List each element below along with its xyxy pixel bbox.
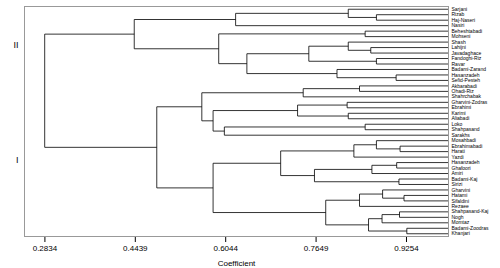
svg-text:Rezaee: Rezaee — [452, 203, 469, 209]
svg-text:Lahijni: Lahijni — [452, 44, 466, 50]
svg-text:Ravar: Ravar — [452, 61, 466, 67]
svg-text:Shahpasand-Kaj: Shahpasand-Kaj — [452, 208, 489, 214]
svg-text:Nogh: Nogh — [452, 214, 464, 220]
svg-text:Loko: Loko — [452, 121, 463, 127]
svg-text:Sifaldini: Sifaldini — [452, 198, 470, 204]
svg-text:0.9254: 0.9254 — [394, 244, 419, 253]
svg-text:Beheshtabadi: Beheshtabadi — [452, 28, 483, 34]
svg-text:Badami-Kaj: Badami-Kaj — [452, 176, 478, 182]
svg-text:Shash: Shash — [452, 39, 466, 45]
svg-text:Badami-Zoodras: Badami-Zoodras — [452, 225, 489, 231]
svg-text:Gharvini-Zodras: Gharvini-Zodras — [452, 99, 488, 105]
svg-text:0.7649: 0.7649 — [304, 244, 329, 253]
svg-text:Fandoghi-Riz: Fandoghi-Riz — [452, 55, 482, 61]
svg-text:Shahpasand: Shahpasand — [452, 126, 480, 132]
svg-text:Rizab: Rizab — [452, 11, 465, 17]
svg-text:Sarakhs: Sarakhs — [452, 132, 471, 138]
svg-text:Sirizi: Sirizi — [452, 181, 463, 187]
svg-text:II: II — [13, 40, 18, 50]
svg-text:Gharvini: Gharvini — [452, 187, 471, 193]
svg-text:Momtaz: Momtaz — [452, 219, 470, 225]
svg-text:Hatami: Hatami — [452, 192, 468, 198]
svg-text:Aliabadi: Aliabadi — [452, 115, 470, 121]
svg-text:Hasanzadeh: Hasanzadeh — [452, 159, 480, 165]
svg-text:0.6044: 0.6044 — [213, 244, 238, 253]
svg-text:Akbarabadi: Akbarabadi — [452, 83, 477, 89]
svg-text:Javadaghace: Javadaghace — [452, 50, 482, 56]
svg-text:Mosahbadi: Mosahbadi — [452, 137, 476, 143]
svg-text:Yazdi: Yazdi — [452, 154, 464, 160]
svg-text:Khanjari: Khanjari — [452, 230, 470, 236]
svg-text:Nasiri: Nasiri — [452, 22, 465, 28]
svg-text:Ebrahimi: Ebrahimi — [452, 104, 472, 110]
svg-text:Sefid-Pesteh: Sefid-Pesteh — [452, 77, 481, 83]
svg-text:0.4439: 0.4439 — [123, 244, 148, 253]
svg-text:Ghafoori: Ghafoori — [452, 165, 471, 171]
svg-text:Badami-Zarand: Badami-Zarand — [452, 66, 487, 72]
svg-text:Karimi: Karimi — [452, 110, 466, 116]
svg-text:Ohadi-Riz: Ohadi-Riz — [452, 88, 475, 94]
svg-text:Shahrchabak: Shahrchabak — [452, 93, 482, 99]
svg-text:0.2834: 0.2834 — [33, 244, 58, 253]
svg-text:Ebrahimabadi: Ebrahimabadi — [452, 143, 483, 149]
svg-text:Coefficient: Coefficient — [218, 259, 256, 268]
svg-text:Harati: Harati — [452, 148, 465, 154]
svg-text:Haj-Naseri: Haj-Naseri — [452, 17, 476, 23]
svg-text:Mohseni: Mohseni — [452, 33, 471, 39]
svg-text:Amiri: Amiri — [452, 170, 463, 176]
svg-text:I: I — [16, 155, 19, 165]
svg-text:Hasanzadeh: Hasanzadeh — [452, 72, 480, 78]
svg-text:Sarjani: Sarjani — [452, 6, 468, 12]
